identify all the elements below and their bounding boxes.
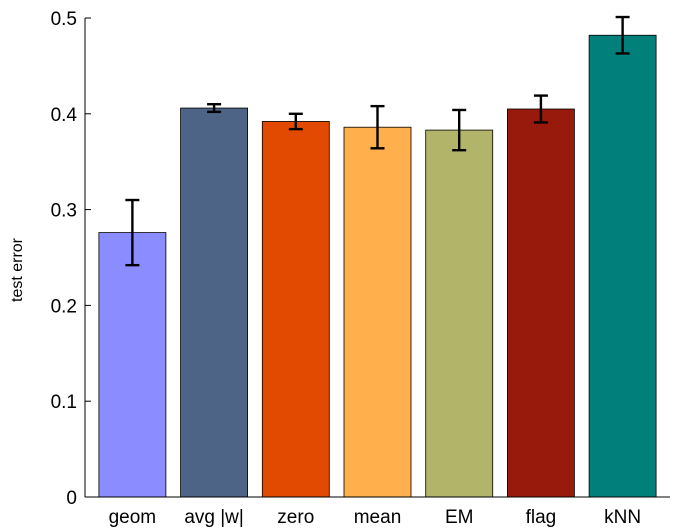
error-bar-6 <box>615 15 630 55</box>
bar-6 <box>588 34 657 498</box>
x-tick-label: mean <box>354 507 402 528</box>
x-axis-ticks: geom avg |w| zero mean EM flag kNN <box>109 507 641 528</box>
error-bar-1 <box>207 103 222 114</box>
bar-1 <box>180 107 248 498</box>
bars-layer <box>98 34 657 498</box>
error-bar-4 <box>452 108 467 152</box>
y-axis-label: test error <box>9 237 26 302</box>
error-bar-5 <box>533 94 548 124</box>
x-tick-label: flag <box>526 507 557 528</box>
x-tick-label: zero <box>277 507 314 528</box>
y-tick-label: 0.4 <box>51 105 78 126</box>
y-tick-label: 0.1 <box>51 392 77 413</box>
bar-2 <box>261 121 330 498</box>
y-tick-label: 0 <box>66 488 77 509</box>
bar-4 <box>425 129 494 498</box>
x-tick-label: EM <box>445 507 474 528</box>
error-bar-0 <box>125 198 140 267</box>
axes <box>84 18 670 498</box>
error-bars-layer <box>125 15 630 267</box>
error-bar-3 <box>370 104 385 150</box>
x-tick-label: avg |w| <box>184 507 244 528</box>
x-tick-label: kNN <box>604 507 641 528</box>
error-bar-2 <box>288 112 303 131</box>
y-tick-label: 0.2 <box>51 296 77 317</box>
bar-5 <box>507 108 575 498</box>
y-tick-label: 0.5 <box>51 9 77 30</box>
bar-0 <box>98 232 167 498</box>
y-tick-label: 0.3 <box>51 201 77 222</box>
bar-3 <box>343 126 412 498</box>
y-axis-ticks: 0 0.1 0.2 0.3 0.4 0.5 <box>51 9 91 509</box>
x-tick-label: geom <box>109 507 157 528</box>
